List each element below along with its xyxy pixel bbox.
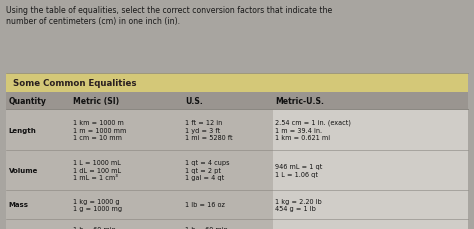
Text: Volume: Volume bbox=[9, 167, 38, 173]
Text: Mass: Mass bbox=[9, 201, 28, 207]
Text: 946 mL = 1 qt
1 L = 1.06 qt: 946 mL = 1 qt 1 L = 1.06 qt bbox=[275, 163, 323, 177]
Text: 1 ft = 12 in
1 yd = 3 ft
1 mi = 5280 ft: 1 ft = 12 in 1 yd = 3 ft 1 mi = 5280 ft bbox=[185, 120, 233, 140]
Bar bbox=[6, 74, 468, 93]
Bar bbox=[273, 219, 468, 229]
Text: 1 h = 60 min
1 min = 60 s: 1 h = 60 min 1 min = 60 s bbox=[185, 226, 228, 229]
Bar bbox=[6, 190, 273, 219]
Text: Some Common Equalities: Some Common Equalities bbox=[13, 79, 137, 88]
Bar bbox=[6, 93, 468, 110]
Text: 1 lb = 16 oz: 1 lb = 16 oz bbox=[185, 201, 225, 207]
Text: 1 kg = 2.20 lb
454 g = 1 lb: 1 kg = 2.20 lb 454 g = 1 lb bbox=[275, 198, 322, 211]
Text: Quantity: Quantity bbox=[9, 97, 46, 106]
Bar bbox=[6, 110, 273, 150]
Text: 1 h = 60 min
1 min = 60 s: 1 h = 60 min 1 min = 60 s bbox=[73, 226, 116, 229]
Bar bbox=[6, 150, 273, 190]
Bar bbox=[273, 150, 468, 190]
Text: 2.54 cm = 1 in. (exact)
1 m = 39.4 in.
1 km = 0.621 mi: 2.54 cm = 1 in. (exact) 1 m = 39.4 in. 1… bbox=[275, 119, 351, 141]
Bar bbox=[273, 190, 468, 219]
Text: U.S.: U.S. bbox=[185, 97, 203, 106]
Text: 1 L = 1000 mL
1 dL = 100 mL
1 mL = 1 cm³: 1 L = 1000 mL 1 dL = 100 mL 1 mL = 1 cm³ bbox=[73, 160, 121, 180]
Text: Length: Length bbox=[9, 127, 36, 133]
Text: Metric (SI): Metric (SI) bbox=[73, 97, 119, 106]
Text: 1 km = 1000 m
1 m = 1000 mm
1 cm = 10 mm: 1 km = 1000 m 1 m = 1000 mm 1 cm = 10 mm bbox=[73, 120, 127, 140]
Text: Using the table of equalities, select the correct conversion factors that indica: Using the table of equalities, select th… bbox=[6, 6, 332, 26]
Bar bbox=[6, 219, 273, 229]
Text: Metric-U.S.: Metric-U.S. bbox=[275, 97, 324, 106]
Bar bbox=[6, 74, 273, 227]
Bar bbox=[273, 110, 468, 150]
Text: 1 qt = 4 cups
1 qt = 2 pt
1 gal = 4 qt: 1 qt = 4 cups 1 qt = 2 pt 1 gal = 4 qt bbox=[185, 160, 230, 180]
Text: 1 kg = 1000 g
1 g = 1000 mg: 1 kg = 1000 g 1 g = 1000 mg bbox=[73, 198, 122, 211]
Bar bbox=[273, 74, 468, 227]
